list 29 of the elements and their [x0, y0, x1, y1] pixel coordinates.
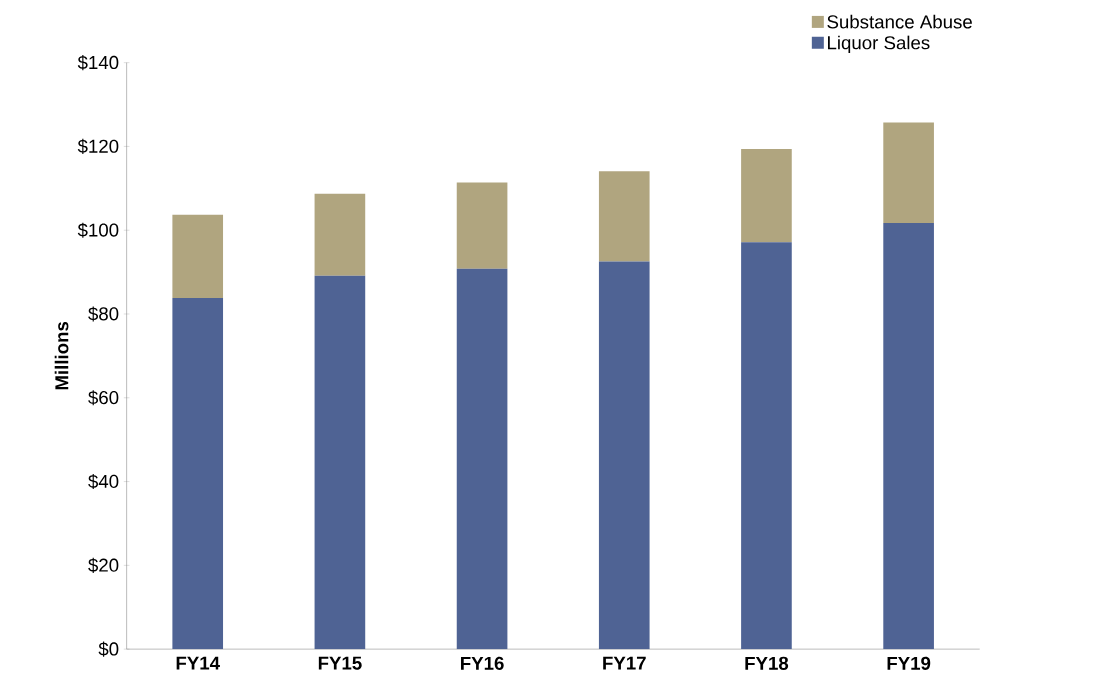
- bar: [456, 182, 508, 269]
- bar: [172, 214, 224, 299]
- bar: [741, 149, 792, 243]
- bar: [598, 171, 650, 262]
- bar: [314, 275, 366, 650]
- x-tick-label: FY17: [603, 656, 646, 670]
- legend-label: Substance Abuse: [827, 14, 972, 29]
- x-tick-label: FY19: [887, 656, 931, 671]
- bar: [883, 223, 934, 650]
- x-tick-label: FY15: [318, 656, 362, 670]
- y-tick-label: $80: [88, 306, 119, 322]
- y-tick-label: $0: [98, 641, 119, 657]
- y-tick-label: $60: [88, 390, 119, 406]
- x-tick-label: FY16: [461, 656, 504, 671]
- bar: [883, 122, 934, 224]
- bar: [741, 242, 792, 650]
- y-tick-label: $120: [77, 138, 119, 155]
- legend-label: Liquor Sales: [828, 35, 930, 54]
- x-tick-label: FY18: [745, 656, 789, 671]
- y-tick-label: $40: [88, 474, 119, 490]
- bar: [598, 261, 650, 650]
- x-tick-label: FY14: [176, 656, 220, 670]
- bar: [172, 298, 224, 650]
- y-tick-label: $100: [77, 222, 119, 238]
- bar: [456, 268, 508, 650]
- y-tick-label: $140: [77, 55, 119, 71]
- bar: [314, 193, 366, 276]
- y-tick-label: $20: [88, 557, 119, 574]
- y-axis-title: Millions: [54, 322, 69, 390]
